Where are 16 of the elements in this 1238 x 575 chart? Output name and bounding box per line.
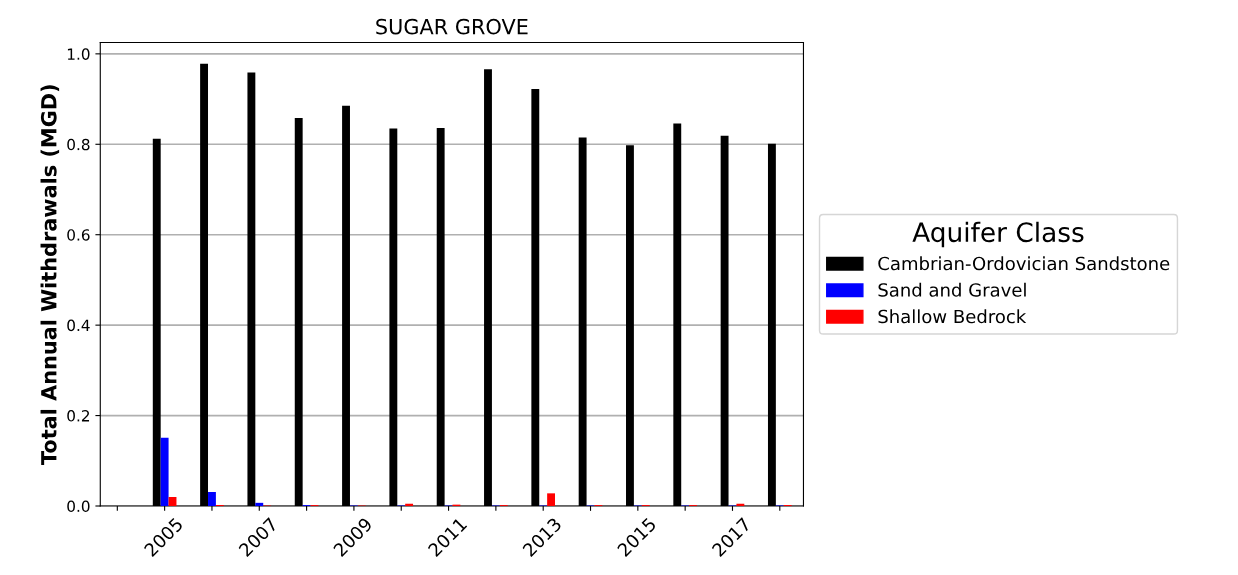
y-tick-label: 0.4 xyxy=(67,319,90,332)
y-tick-label: 0.8 xyxy=(67,138,90,151)
y-tick-label: 0.2 xyxy=(67,410,90,422)
y-tick-label: 0.6 xyxy=(67,229,90,241)
bar xyxy=(547,493,556,506)
bar xyxy=(255,502,264,506)
bar xyxy=(208,491,216,506)
legend-label: Cambrian-Ordovician Sandstone xyxy=(878,256,1170,271)
y-tick-label: 0.0 xyxy=(67,500,90,513)
chart-title: SUGAR GROVE xyxy=(376,18,528,35)
y-axis-title: Total Annual Withdrawals (MGD) xyxy=(40,85,60,466)
y-tick-label: 1.0 xyxy=(67,48,90,60)
bar xyxy=(160,437,169,506)
legend-label: Shallow Bedrock xyxy=(878,309,1027,324)
legend-title: Aquifer Class xyxy=(912,221,1084,248)
legend-label: Sand and Gravel xyxy=(878,282,1026,297)
